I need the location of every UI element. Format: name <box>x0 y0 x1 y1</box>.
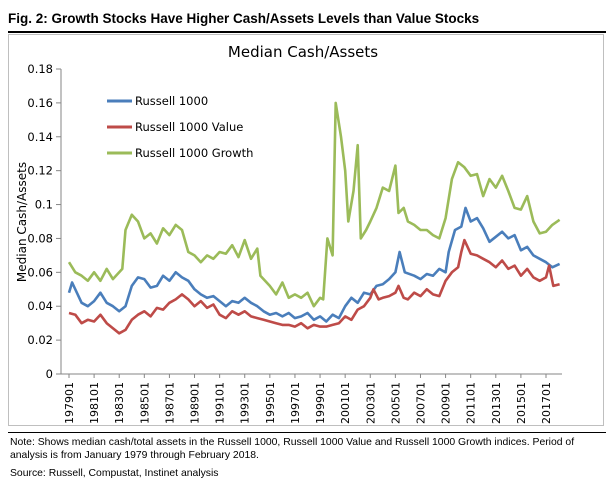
y-tick-label: 0.14 <box>27 130 53 144</box>
x-tick-label: 199501 <box>264 382 277 424</box>
top-rule <box>8 31 606 33</box>
x-tick-label: 200701 <box>414 382 427 424</box>
series-line-russell-1000-value <box>68 238 560 335</box>
series-line-russell-1000-growth <box>67 101 561 308</box>
chart-title: Median Cash/Assets <box>228 43 378 61</box>
figure-title: Fig. 2: Growth Stocks Have Higher Cash/A… <box>8 11 480 26</box>
series-line-russell-1000 <box>67 206 561 323</box>
legend-label: Russell 1000 <box>135 94 208 108</box>
x-tick-label: 199701 <box>289 382 302 424</box>
y-axis-label: Median Cash/Assets <box>15 162 29 282</box>
y-tick-label: 0.16 <box>27 96 53 110</box>
y-tick-label: 0.06 <box>27 265 53 279</box>
x-tick-label: 200501 <box>389 382 402 424</box>
x-tick-label: 201501 <box>515 382 528 424</box>
x-tick-label: 201701 <box>540 382 553 424</box>
x-tick-label: 198101 <box>88 382 101 424</box>
x-tick-label: 199301 <box>239 382 252 424</box>
x-tick-label: 199901 <box>314 382 327 424</box>
chart-note: Note: Shows median cash/total assets in … <box>10 437 575 461</box>
x-tick-label: 201301 <box>490 382 503 424</box>
bottom-rule <box>8 432 606 433</box>
x-tick-label: 197901 <box>63 382 76 424</box>
legend-label: Russell 1000 Growth <box>135 146 253 160</box>
x-tick-label: 200101 <box>339 382 352 424</box>
x-tick-label: 198901 <box>189 382 202 424</box>
legend-label: Russell 1000 Value <box>135 120 243 134</box>
x-tick-label: 198501 <box>138 382 151 424</box>
x-tick-label: 199101 <box>214 382 227 424</box>
x-tick-label: 200301 <box>364 382 377 424</box>
y-tick-label: 0.04 <box>27 299 53 313</box>
y-tick-label: 0.08 <box>27 231 53 245</box>
x-tick-label: 200901 <box>440 382 453 424</box>
x-tick-label: 201101 <box>465 382 478 424</box>
chart-source: Source: Russell, Compustat, Instinet ana… <box>10 468 219 479</box>
line-chart: Median Cash/Assets Median Cash/Assets 0 0… <box>15 43 562 424</box>
y-tick-label: 0.1 <box>35 198 53 212</box>
y-tick-label: 0 <box>46 367 53 381</box>
chart-frame <box>8 34 604 426</box>
y-tick-label: 0.18 <box>27 62 53 76</box>
x-tick-label: 198301 <box>113 382 126 424</box>
x-tick-label: 198701 <box>163 382 176 424</box>
y-tick-label: 0.12 <box>27 164 53 178</box>
y-tick-label: 0.02 <box>27 333 53 347</box>
